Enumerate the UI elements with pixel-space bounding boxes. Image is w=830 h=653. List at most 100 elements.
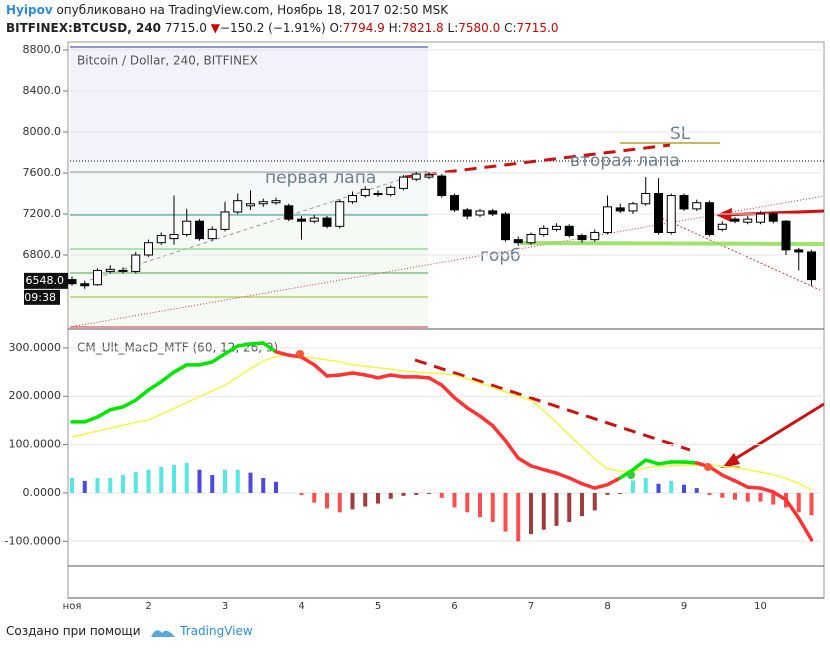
x-tick-label: ноя [63,601,82,612]
candle-body [437,175,447,197]
histogram-bar [146,469,151,493]
histogram-bar [337,492,342,513]
histogram-bar [656,483,661,493]
macd-segment [261,341,278,354]
candle-body [590,231,600,241]
macd-segment [95,408,112,419]
o: 7794.9 [342,21,385,35]
histogram-bar [490,492,495,522]
histogram-bar [733,492,737,500]
macd-segment [108,405,125,412]
macd-segment [784,497,801,520]
trend-line [89,169,431,281]
macd-segment [542,467,559,475]
histogram-bar [159,466,164,493]
histogram-bar [223,469,227,493]
histogram-bar [184,462,189,493]
candle-body [526,234,536,244]
histogram-bar [541,492,546,530]
candle-body [233,200,243,213]
h-label: H: [388,21,402,35]
candle-body [475,210,485,216]
macd-segment [312,363,329,378]
macd-segment [248,341,265,346]
candle-body [615,207,625,212]
y-tick-label: -100.0000 [5,534,61,547]
macd-segment [593,482,610,490]
macd-segment [644,458,661,466]
header-line-1: Hyipov опубликовано на TradingView.com, … [6,3,448,17]
candle-body [411,173,421,180]
y-tick-label: 8000.0 [23,125,62,138]
candle-body [335,201,345,227]
macd-segment [83,415,100,424]
candle-body [322,217,332,227]
histogram-bar [108,477,113,493]
arrowhead [716,208,732,222]
pane-title: Bitcoin / Dollar, 240, BITFINEX [77,54,258,68]
candle-body [513,239,523,244]
histogram-bar [376,492,380,504]
histogram-bar [452,492,457,508]
y-tick-label: 7200.0 [23,207,62,220]
macd-segment [389,373,406,379]
x-tick-label: 4 [298,601,304,612]
histogram-bar [427,492,431,494]
histogram-bar [350,492,355,510]
histogram-bar [771,492,776,505]
x-tick-label: 6 [451,601,457,612]
histogram-bar [720,492,725,498]
macd-segment [567,476,584,486]
y-tick-label: 8400.0 [23,84,62,97]
x-tick-label: 7 [528,601,534,612]
histogram-bar [592,492,597,511]
x-tick-label: 2 [145,601,151,612]
macd-segment [758,486,775,494]
histogram-bar [631,480,635,493]
candle-body [67,279,77,285]
candle-body [386,186,396,196]
annotation: вторая лапа [570,151,680,171]
annotation: SL [670,124,691,144]
candle-body [105,268,115,272]
candle-body [271,200,281,204]
macd-segment [134,388,151,402]
macd-segment [414,375,431,380]
macd-segment [656,460,673,466]
candle-body [756,213,765,223]
candle-body [80,283,90,287]
candle-body [794,249,804,253]
y-tick-label: 300.0000 [9,341,62,354]
author[interactable]: Hyipov [6,3,53,17]
y-tick-label: 0.0000 [23,486,62,499]
histogram-bar [388,492,393,499]
price-badge [24,272,68,289]
histogram-bar [465,492,470,513]
candle-body [424,174,434,178]
macd-segment [529,464,546,472]
histogram-bar [503,492,508,532]
macd-segment [797,516,814,542]
macd-segment [197,360,214,367]
y-tick-label: 100.0000 [9,438,62,451]
macd-segment [516,456,533,468]
histogram-bar [210,475,215,493]
candle-body [348,195,357,203]
macd-segment [121,398,138,409]
macd-segment [440,383,457,400]
h: 7821.8 [401,21,444,35]
macd-segment [274,350,291,357]
candle-body [577,235,587,241]
candle-body [501,213,510,241]
histogram-bar [172,464,176,493]
candle-body [717,223,727,230]
candle-body [169,234,179,240]
candle-body [399,176,408,189]
macd-segment [236,342,253,348]
histogram-bar [580,492,584,517]
cross-dot [704,463,712,471]
brand[interactable]: TradingView [180,624,253,638]
hump-line [519,241,825,246]
marks: 6800.0 7200.0 7600.0 8000.0 8400.0 8800.0 ноя 2… [5,43,824,612]
